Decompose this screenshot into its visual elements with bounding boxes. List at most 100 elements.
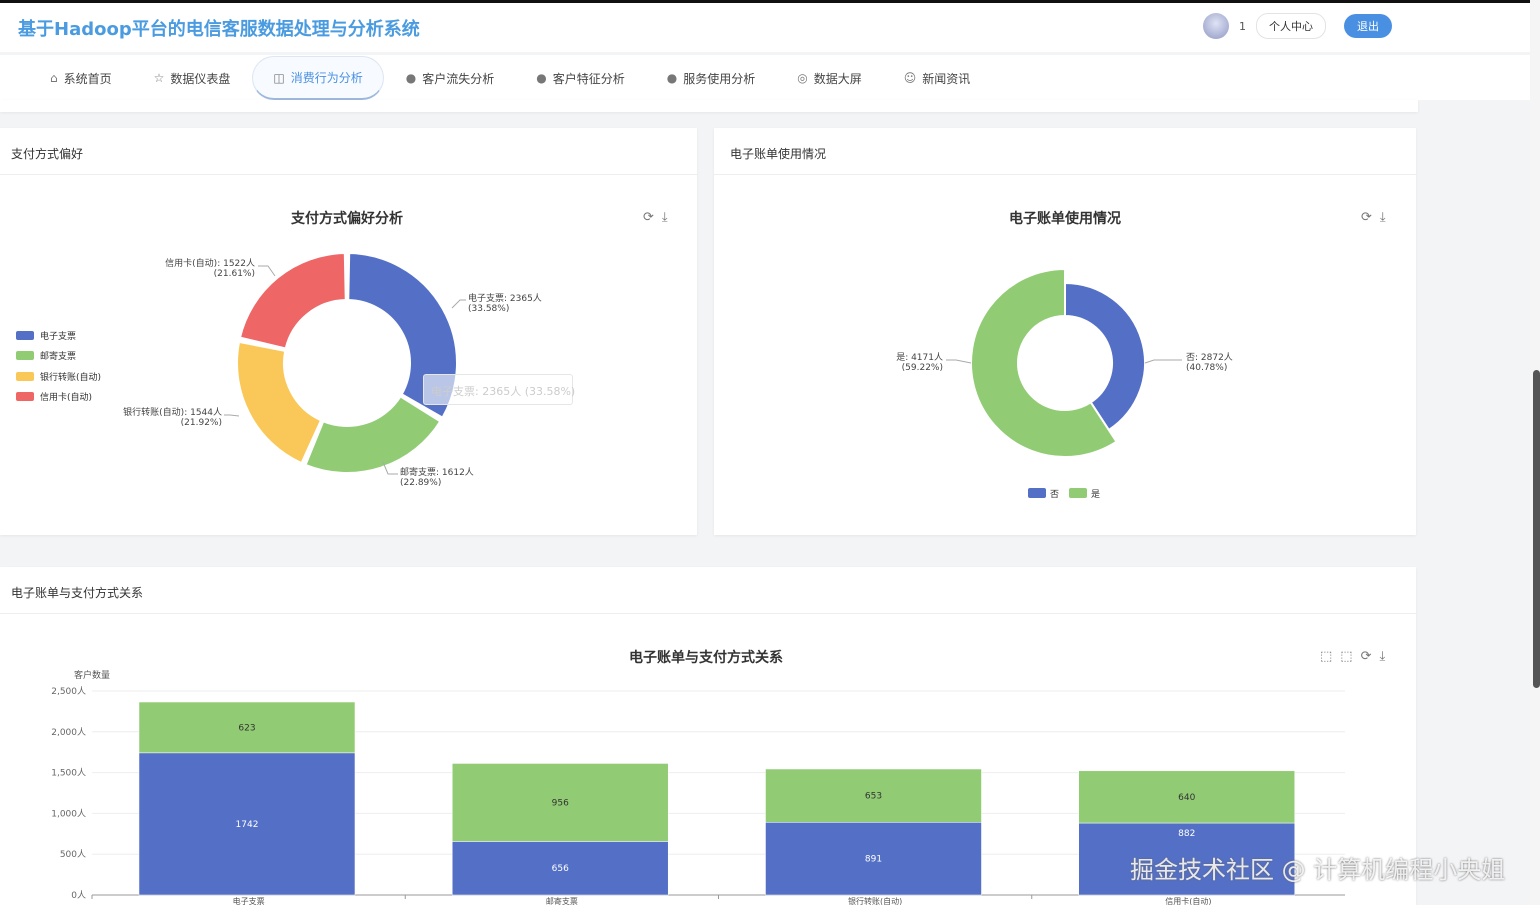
bar-segment[interactable]: [138, 701, 356, 754]
pie-slice[interactable]: [970, 268, 1118, 458]
card-top-remnant: [0, 100, 1418, 112]
info-icon: ●: [405, 71, 417, 85]
bar-segment[interactable]: [451, 841, 669, 896]
bar-label: 1742: [236, 820, 259, 830]
zoom-reset-icon[interactable]: ⬚: [1340, 649, 1353, 664]
y-tick-label: 0人: [71, 890, 86, 901]
tab-label: 客户流失分析: [422, 71, 495, 86]
app-title: 基于Hadoop平台的电信客服数据处理与分析系统: [18, 18, 420, 40]
card-title: 电子账单与支付方式关系: [0, 567, 1416, 614]
scrollbar-thumb[interactable]: [1533, 370, 1540, 688]
tab-1[interactable]: ☆ 数据仪表盘: [134, 56, 251, 100]
legend-swatch[interactable]: [1028, 488, 1046, 498]
username: 1: [1239, 19, 1246, 33]
bar-chart: 客户数量 0人 500人 1,000人 1,500人 2,000人 2,500人 1742 62…: [51, 669, 1345, 905]
bar-segment[interactable]: [1078, 770, 1295, 824]
smile-icon: ☺: [903, 71, 917, 85]
refresh-icon[interactable]: ⟳: [1360, 649, 1372, 664]
bar-segment[interactable]: [138, 752, 356, 896]
x-tick-label: 电子支票: [233, 896, 265, 905]
bar-segment[interactable]: [1078, 822, 1295, 896]
refresh-icon[interactable]: ⟳: [1361, 210, 1372, 225]
legend-label[interactable]: 否: [1050, 489, 1059, 500]
legend-swatch[interactable]: [1069, 488, 1087, 498]
legend-item[interactable]: 邮寄支票: [16, 346, 101, 367]
bar-label: 656: [552, 864, 569, 874]
pie-slice[interactable]: [304, 395, 442, 474]
logout-button[interactable]: 退出: [1344, 14, 1392, 38]
x-tick-label: 银行转账(自动): [848, 896, 902, 905]
download-icon[interactable]: ⤓: [1379, 210, 1386, 225]
card-ebill: 否: 2872人 (40.78%) 是: 4171人 (59.22%) 否 是 电子账单使…: [714, 128, 1416, 535]
tab-label: 新闻资讯: [922, 71, 971, 86]
y-tick-label: 1,000人: [51, 808, 86, 819]
chart-title: 电子账单使用情况: [1009, 211, 1121, 227]
y-axis-label: 客户数量: [74, 669, 110, 681]
avatar[interactable]: [1203, 13, 1229, 39]
tab-2[interactable]: ◫ 消费行为分析: [252, 56, 384, 100]
tab-7[interactable]: ☺ 新闻资讯: [884, 56, 991, 100]
chart-title: 电子账单与支付方式关系: [629, 650, 783, 666]
pie-slice[interactable]: [238, 252, 347, 350]
bar-label: 956: [552, 798, 569, 808]
bar-segment[interactable]: [765, 768, 982, 823]
slice-pct: (21.61%): [214, 269, 255, 279]
target-icon: ◎: [797, 71, 808, 85]
background-gutter: [1418, 100, 1530, 905]
legend-label: 电子支票: [40, 331, 77, 342]
slice-label: 否: 2872人: [1186, 352, 1233, 363]
bar-label: 882: [1178, 829, 1195, 839]
pie-slice[interactable]: [1064, 282, 1146, 431]
legend-item[interactable]: 信用卡(自动): [16, 387, 101, 408]
zoom-icon[interactable]: ⬚: [1320, 649, 1333, 664]
card-payment: 电子支票: 2365人 (33.58%) 邮寄支票: 1612人 (22.89%) 银行…: [0, 128, 697, 535]
profile-button[interactable]: 个人中心: [1256, 13, 1326, 39]
legend-swatch: [16, 392, 34, 402]
tab-label: 客户特征分析: [552, 71, 625, 86]
download-icon[interactable]: ⤓: [1379, 649, 1386, 664]
info-icon: ●: [666, 71, 678, 85]
bar-segment[interactable]: [765, 822, 982, 896]
label-line: [258, 265, 276, 277]
pie-chart: 电子支票: 2365人(33.58%) 邮寄支票: 1612人(22.89%) 银行…: [123, 252, 542, 488]
tab-5[interactable]: ● 服务使用分析: [647, 56, 776, 100]
legend-swatch: [16, 371, 34, 381]
y-tick-label: 2,500人: [51, 686, 86, 697]
pie-chart: 否: 2872人(40.78%) 是: 4171人(59.22%) 否 是: [896, 268, 1233, 500]
tab-6[interactable]: ◎ 数据大屏: [777, 56, 882, 100]
card-title: 电子账单使用情况: [714, 128, 1416, 175]
legend-item[interactable]: 银行转账(自动): [16, 366, 101, 387]
tab-label: 系统首页: [63, 71, 112, 86]
tab-3[interactable]: ● 客户流失分析: [386, 56, 515, 100]
tab-0[interactable]: ⌂ 系统首页: [30, 56, 132, 100]
bar-label: 640: [1178, 793, 1195, 803]
slice-pct: (59.22%): [902, 363, 943, 373]
legend-swatch: [16, 351, 34, 361]
legend-label[interactable]: 是: [1091, 489, 1100, 500]
tab-4[interactable]: ● 客户特征分析: [516, 56, 645, 100]
header: 基于Hadoop平台的电信客服数据处理与分析系统 1 个人中心 退出: [0, 3, 1530, 52]
slice-label: 邮寄支票: 1612人: [400, 466, 474, 478]
refresh-icon[interactable]: ⟳: [643, 210, 654, 225]
pie-slice[interactable]: [236, 340, 322, 465]
bar-label: 891: [865, 855, 882, 865]
label-line: [224, 414, 240, 417]
legend-item[interactable]: 电子支票: [16, 325, 101, 346]
watermark: 掘金技术社区 @ 计算机编程小央姐: [1130, 856, 1506, 884]
download-icon[interactable]: ⤓: [661, 210, 668, 225]
legend-swatch: [16, 330, 34, 340]
card-title: 支付方式偏好: [0, 128, 697, 175]
y-tick-label: 500人: [60, 849, 86, 860]
tab-label: 消费行为分析: [290, 71, 363, 85]
legend-label: 邮寄支票: [40, 352, 77, 363]
slice-label: 信用卡(自动): 1522人: [165, 257, 255, 269]
slice-pct: (40.78%): [1186, 363, 1227, 373]
bar-label: 653: [865, 792, 882, 802]
chart-title: 支付方式偏好分析: [291, 211, 403, 227]
question-icon: ●: [536, 71, 547, 85]
x-tick-label: 邮寄支票: [546, 896, 578, 905]
slice-label: 银行转账(自动): 1544人: [123, 406, 222, 418]
label-line: [946, 359, 972, 364]
legend-label: 信用卡(自动): [40, 393, 93, 404]
bar-segment[interactable]: [451, 763, 669, 842]
